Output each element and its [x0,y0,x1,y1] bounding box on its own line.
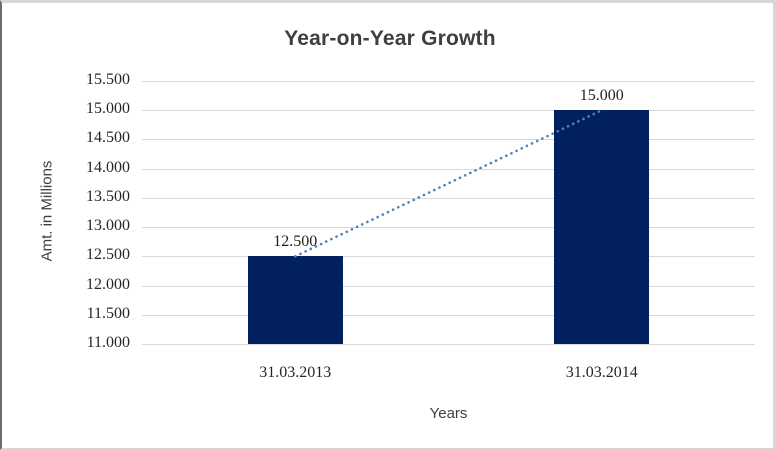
plot-area [142,81,755,345]
gridline [142,256,755,258]
x-axis-line [142,344,755,345]
bar-31.03.2013 [247,256,343,344]
y-tick-label: 13.500 [86,187,130,205]
y-tick-label: 11.000 [86,334,130,351]
bar-value-label: 12.500 [273,233,318,251]
y-tick-label: 12.500 [86,246,130,264]
x-tick-label: 31.03.2013 [259,364,332,381]
gridline [142,227,755,229]
y-tick-label: 14.500 [86,129,130,147]
gridline [142,168,755,170]
chart-title: Year-on-Year Growth [284,27,496,50]
gridline [142,197,755,199]
y-tick-label: 12.000 [86,275,130,293]
y-tick-label: 14.000 [86,158,130,176]
gridline [142,285,755,287]
gridline [142,139,755,141]
bar-value-label: 15.000 [579,87,624,105]
gridline [142,110,755,112]
x-axis-title: Years [429,405,468,422]
x-tick-label: 31.03.2014 [565,364,638,381]
y-tick-label: 11.500 [86,304,130,322]
bar-31.03.2014 [554,110,650,344]
y-tick-label: 15.000 [86,100,130,118]
y-tick-label: 15.500 [86,71,130,88]
gridline [142,81,755,82]
trendline [294,108,604,258]
gridline [142,314,755,316]
y-tick-label: 13.000 [86,217,130,235]
